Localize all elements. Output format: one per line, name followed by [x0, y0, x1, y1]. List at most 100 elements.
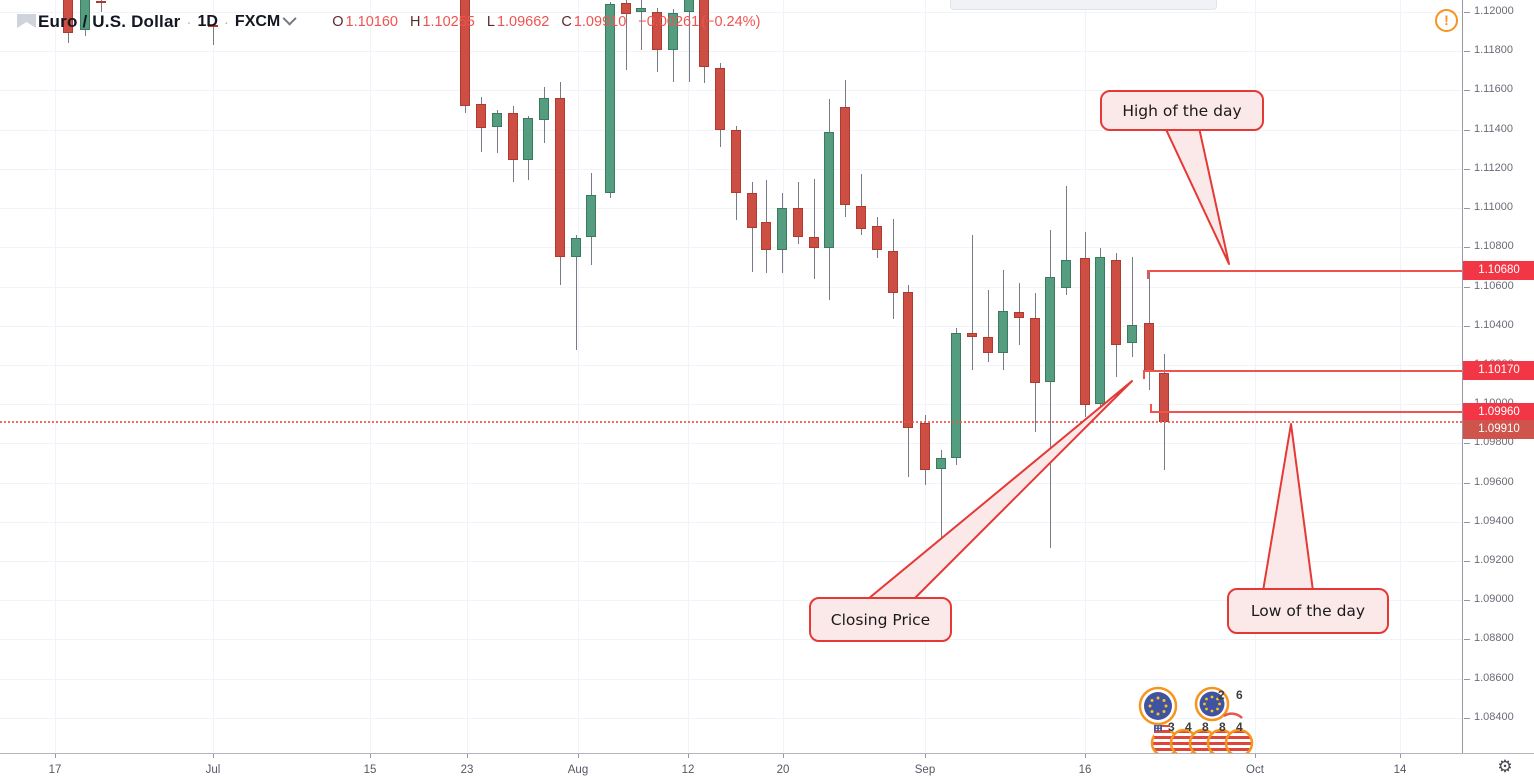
gridline-horizontal	[0, 521, 1462, 523]
price-tick-label: 1.10400	[1474, 318, 1514, 331]
price-line-label[interactable]: 1.09960	[1463, 402, 1534, 422]
callout-high-of-day[interactable]: High of the day	[1100, 90, 1264, 131]
gridline-horizontal	[0, 482, 1462, 484]
warning-icon[interactable]: !	[1435, 9, 1458, 32]
high-value: 1.10255	[422, 14, 475, 30]
candle-body	[508, 112, 518, 161]
candle-body	[936, 458, 946, 470]
counter-digit: 4	[1236, 720, 1243, 734]
price-line-end-tick	[1143, 370, 1145, 379]
price-tick-mark	[1464, 717, 1470, 719]
counter-digit: 8	[1219, 720, 1226, 734]
candle-body	[793, 208, 803, 237]
candle-body	[586, 194, 596, 237]
counter-digit: 8	[1202, 720, 1209, 734]
ohlc-values: O 1.10160 H 1.10255 L 1.09662 C 1.09910 −0.0…	[322, 14, 760, 30]
gridline-vertical	[783, 0, 784, 753]
separator-dot: ·	[223, 13, 229, 31]
callout-low-of-day[interactable]: Low of the day	[1227, 588, 1389, 634]
candle-wick	[860, 173, 862, 235]
candle-body	[951, 332, 961, 459]
gridline-vertical	[578, 0, 579, 753]
symbol-title[interactable]: Euro / U.S. Dollar	[38, 12, 181, 31]
gridline-horizontal	[0, 639, 1462, 641]
price-axis[interactable]: 1.12000 1.11800 1.11600 1.11400 1.11200 1.110…	[1462, 0, 1534, 753]
candle-wick	[987, 290, 989, 362]
candle-body	[903, 292, 913, 429]
candle-wick	[575, 234, 577, 351]
price-tick-label: 1.12000	[1474, 5, 1514, 17]
candle-body	[555, 98, 565, 257]
gridline-horizontal	[0, 600, 1462, 602]
candle-wick	[496, 110, 498, 153]
candle-body	[824, 132, 834, 249]
open-label: O	[332, 14, 344, 30]
price-line-drawing[interactable]	[1143, 369, 1462, 372]
gridline-vertical	[467, 0, 468, 753]
time-tick-label: 23	[460, 764, 474, 776]
candle-body	[476, 103, 486, 129]
time-tick-label: 16	[1078, 764, 1092, 776]
candle-body	[652, 12, 662, 51]
time-tick-label: 17	[48, 764, 62, 776]
chevron-down-icon[interactable]	[282, 11, 297, 26]
candle-body	[1159, 372, 1169, 422]
candle-wick	[212, 24, 214, 45]
candle-body	[998, 311, 1008, 353]
flag-counter-widget	[1138, 686, 1254, 758]
price-tick-label: 1.11400	[1474, 122, 1513, 135]
candle-body	[96, 0, 106, 3]
candle-body	[1111, 260, 1121, 346]
candle-body	[492, 112, 502, 128]
time-tick-label: Aug	[567, 764, 589, 776]
candle-body	[636, 8, 646, 12]
price-line-drawing[interactable]	[1150, 411, 1462, 413]
time-tick-mark	[925, 754, 926, 758]
gridline-vertical	[213, 0, 214, 753]
price-line-drawing[interactable]	[1147, 269, 1462, 272]
change-percent: (−0.24%)	[701, 14, 761, 30]
candle-body	[920, 422, 930, 471]
gear-icon[interactable]: ⚙	[1497, 757, 1513, 776]
time-tick-label: 12	[681, 764, 695, 776]
candle-body	[1014, 312, 1024, 319]
interval-label[interactable]: 1D	[197, 13, 218, 30]
gridline-horizontal	[0, 51, 1462, 53]
price-tick-label: 1.09600	[1474, 475, 1514, 488]
price-tick-mark	[1464, 443, 1470, 445]
candle-wick	[1065, 185, 1067, 295]
price-tick-label: 1.11600	[1474, 83, 1513, 96]
gridline-horizontal	[0, 208, 1462, 210]
price-tick-mark	[1464, 286, 1470, 288]
time-axis[interactable]: 17 Jul 15 23 Aug 12 20 Sep 16 Oct 14	[0, 753, 1534, 784]
price-tick-mark	[1464, 325, 1470, 327]
price-tick-label: 1.09200	[1474, 554, 1514, 567]
price-tick-label: 1.08800	[1474, 632, 1514, 645]
time-tick-label: 14	[1393, 764, 1407, 776]
candle-body	[63, 0, 73, 33]
price-line-label[interactable]: 1.10680	[1463, 261, 1534, 281]
candle-body	[1144, 323, 1154, 371]
exchange-label[interactable]: FXCM	[234, 13, 281, 30]
candle-wick	[1131, 256, 1133, 358]
candle-body	[731, 130, 741, 193]
candle-body	[761, 222, 771, 251]
open-value: 1.10160	[345, 14, 398, 30]
candle-body	[983, 337, 993, 353]
candle-body	[539, 98, 549, 121]
collapsed-toolbar[interactable]	[950, 0, 1217, 10]
separator-dot: ·	[186, 13, 192, 31]
callout-closing-price[interactable]: Closing Price	[809, 597, 952, 642]
candle-body	[1080, 258, 1090, 405]
time-tick-label: Jul	[205, 764, 221, 776]
candle-body	[715, 68, 725, 131]
gridline-horizontal	[0, 404, 1462, 406]
gridline-vertical	[55, 0, 56, 753]
counter-digit: 6	[1236, 688, 1243, 702]
eu-flag-circle-1	[1138, 686, 1178, 726]
time-tick-label: 15	[363, 764, 377, 776]
price-line-label[interactable]: 1.10170	[1463, 361, 1534, 381]
high-label: H	[409, 14, 421, 30]
time-tick-mark	[783, 754, 784, 758]
